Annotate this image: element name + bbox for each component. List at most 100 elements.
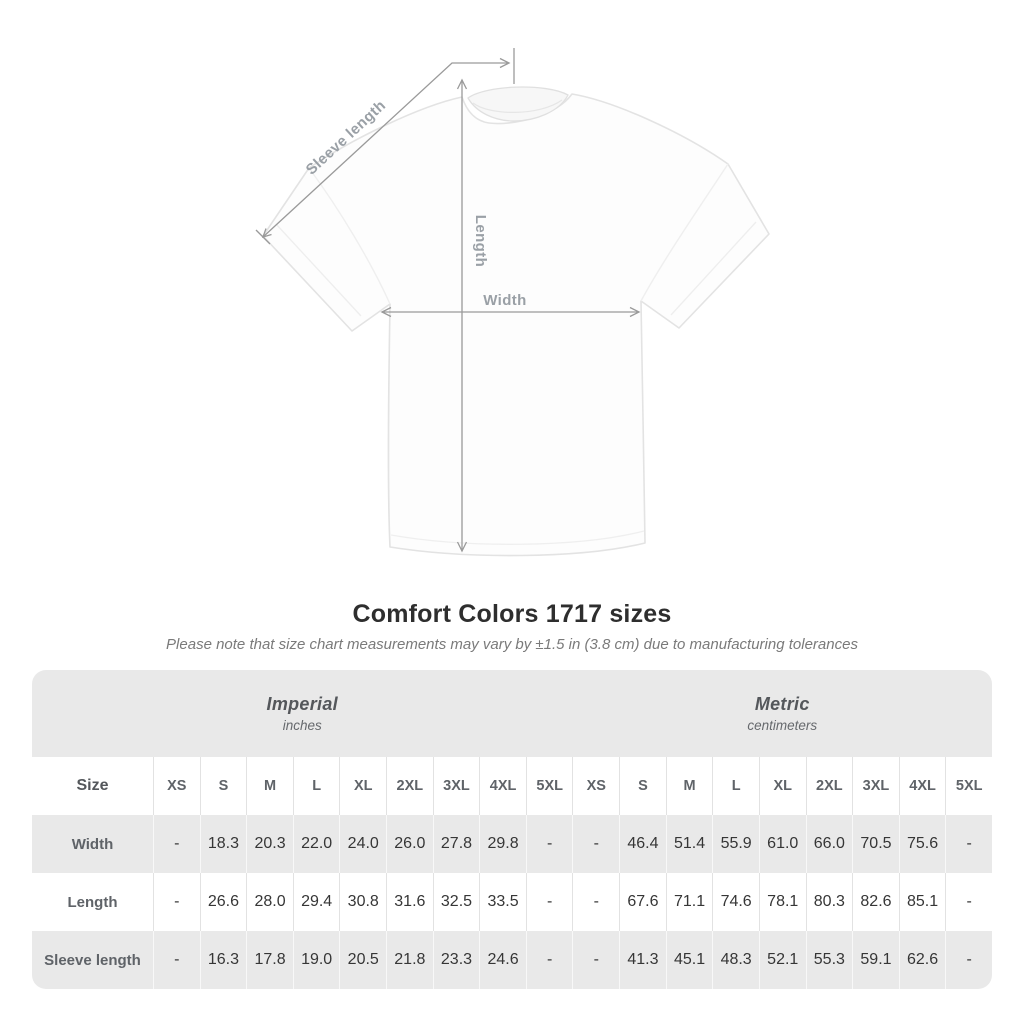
col-header-metric-m: M xyxy=(665,757,713,815)
tshirt-diagram: Sleeve length Length Width xyxy=(255,48,770,557)
imperial-label: Imperial xyxy=(266,694,338,714)
cell-width-imperial-4xl: 29.8 xyxy=(479,815,526,873)
cell-length-metric-m: 71.1 xyxy=(665,873,713,931)
cell-sleeve-length-metric-xs: - xyxy=(572,931,619,989)
cell-length-metric-l: 74.6 xyxy=(712,873,759,931)
cell-length-imperial-2xl: 31.6 xyxy=(386,873,433,931)
col-header-imperial-l: L xyxy=(292,757,340,815)
cell-width-metric-s: 46.4 xyxy=(619,815,666,873)
cell-sleeve-length-imperial-l: 19.0 xyxy=(292,931,340,989)
col-header-imperial-5xl: 5XL xyxy=(525,757,573,815)
metric-unit: centimeters xyxy=(747,718,818,733)
col-header-metric-l: L xyxy=(712,757,759,815)
cell-length-metric-4xl: 85.1 xyxy=(898,873,946,931)
length-dimension-line xyxy=(456,78,468,553)
tolerance-note: Please note that size chart measurements… xyxy=(166,636,858,653)
cell-length-metric-2xl: 80.3 xyxy=(805,873,853,931)
tshirt-illustration: Sleeve length Length Width xyxy=(255,48,770,557)
col-header-imperial-4xl: 4XL xyxy=(479,757,526,815)
row-label-sleeve-length: Sleeve length xyxy=(44,951,141,969)
col-header-imperial-s: S xyxy=(199,757,247,815)
row-label-length: Length xyxy=(67,893,118,911)
sleeve-length-dimension-line xyxy=(255,48,515,245)
width-label: Width xyxy=(483,292,527,309)
size-chart-table: Imperial inches Metric centimeters Size X… xyxy=(32,670,992,989)
cell-length-imperial-4xl: 33.5 xyxy=(479,873,526,931)
cell-sleeve-length-imperial-xs: - xyxy=(153,931,200,989)
cell-sleeve-length-imperial-3xl: 23.3 xyxy=(432,931,480,989)
cell-sleeve-length-metric-5xl: - xyxy=(945,931,992,989)
cell-width-imperial-l: 22.0 xyxy=(292,815,340,873)
length-label: Length xyxy=(472,215,489,267)
cell-sleeve-length-imperial-m: 17.8 xyxy=(246,931,293,989)
cell-length-imperial-5xl: - xyxy=(525,873,573,931)
col-header-imperial-m: M xyxy=(246,757,293,815)
cell-length-metric-s: 67.6 xyxy=(619,873,666,931)
col-header-metric-2xl: 2XL xyxy=(805,757,853,815)
col-header-imperial-xl: XL xyxy=(339,757,386,815)
metric-header: Metric centimeters xyxy=(573,670,993,757)
cell-sleeve-length-imperial-4xl: 24.6 xyxy=(479,931,526,989)
cell-length-imperial-3xl: 32.5 xyxy=(432,873,480,931)
cell-length-imperial-l: 29.4 xyxy=(292,873,340,931)
cell-length-imperial-xl: 30.8 xyxy=(339,873,386,931)
cell-width-imperial-2xl: 26.0 xyxy=(386,815,433,873)
col-header-metric-5xl: 5XL xyxy=(945,757,992,815)
col-header-metric-xs: XS xyxy=(572,757,619,815)
cell-length-metric-xs: - xyxy=(572,873,619,931)
cell-width-metric-3xl: 70.5 xyxy=(852,815,899,873)
cell-width-imperial-m: 20.3 xyxy=(246,815,293,873)
cell-sleeve-length-imperial-5xl: - xyxy=(525,931,573,989)
col-header-metric-xl: XL xyxy=(758,757,806,815)
cell-sleeve-length-imperial-xl: 20.5 xyxy=(339,931,386,989)
row-label-width: Width xyxy=(71,835,114,853)
col-header-metric-3xl: 3XL xyxy=(852,757,899,815)
cell-sleeve-length-metric-xl: 52.1 xyxy=(758,931,806,989)
col-header-metric-s: S xyxy=(619,757,666,815)
size-chart-body: Size XS S M L XL 2XL 3XL 4XL 5XL XS S M L XL 2XL 3XL 4XL 5… xyxy=(32,757,992,989)
table-row-sleeve-length: Sleeve length -16.3 17.8 19.0 20.5 21.8 23.3 24… xyxy=(32,931,992,989)
cell-width-imperial-3xl: 27.8 xyxy=(432,815,480,873)
cell-sleeve-length-metric-s: 41.3 xyxy=(619,931,666,989)
cell-sleeve-length-metric-4xl: 62.6 xyxy=(898,931,946,989)
imperial-header: Imperial inches xyxy=(32,670,573,757)
col-header-imperial-xs: XS xyxy=(153,757,200,815)
col-header-imperial-3xl: 3XL xyxy=(432,757,480,815)
col-header-imperial-2xl: 2XL xyxy=(386,757,433,815)
cell-width-metric-xs: - xyxy=(572,815,619,873)
page-title: Comfort Colors 1717 sizes xyxy=(352,600,672,628)
width-dimension-line xyxy=(380,306,641,318)
cell-width-imperial-xs: - xyxy=(153,815,200,873)
cell-width-metric-5xl: - xyxy=(945,815,992,873)
table-row-width: Width -18.3 20.3 22.0 24.0 26.0 27.8 29.8- -46.4… xyxy=(32,815,992,873)
cell-width-metric-xl: 61.0 xyxy=(758,815,806,873)
cell-sleeve-length-imperial-s: 16.3 xyxy=(199,931,247,989)
cell-width-metric-4xl: 75.6 xyxy=(898,815,946,873)
cell-length-imperial-xs: - xyxy=(153,873,200,931)
cell-length-metric-5xl: - xyxy=(945,873,992,931)
size-column-header: Size xyxy=(76,777,109,794)
cell-length-imperial-s: 26.6 xyxy=(199,873,247,931)
imperial-unit: inches xyxy=(282,718,322,733)
size-header-row: Size XS S M L XL 2XL 3XL 4XL 5XL XS S M L XL 2XL 3XL 4XL 5… xyxy=(32,757,992,815)
unit-header-row: Imperial inches Metric centimeters xyxy=(32,670,992,757)
cell-sleeve-length-metric-2xl: 55.3 xyxy=(805,931,853,989)
col-header-metric-4xl: 4XL xyxy=(898,757,946,815)
title-block: Comfort Colors 1717 sizes Please note th… xyxy=(0,600,1024,653)
cell-length-imperial-m: 28.0 xyxy=(246,873,293,931)
cell-width-metric-m: 51.4 xyxy=(665,815,713,873)
cell-width-metric-l: 55.9 xyxy=(712,815,759,873)
cell-sleeve-length-metric-l: 48.3 xyxy=(712,931,759,989)
cell-sleeve-length-metric-3xl: 59.1 xyxy=(852,931,899,989)
metric-label: Metric xyxy=(754,694,810,714)
cell-sleeve-length-imperial-2xl: 21.8 xyxy=(386,931,433,989)
cell-width-metric-2xl: 66.0 xyxy=(805,815,853,873)
cell-length-metric-3xl: 82.6 xyxy=(852,873,899,931)
cell-sleeve-length-metric-m: 45.1 xyxy=(665,931,713,989)
tshirt-shape xyxy=(262,86,770,557)
cell-width-imperial-xl: 24.0 xyxy=(339,815,386,873)
cell-width-imperial-5xl: - xyxy=(525,815,573,873)
cell-width-imperial-s: 18.3 xyxy=(199,815,247,873)
table-row-length: Length -26.6 28.0 29.4 30.8 31.6 32.5 33.5- -67.… xyxy=(32,873,992,931)
